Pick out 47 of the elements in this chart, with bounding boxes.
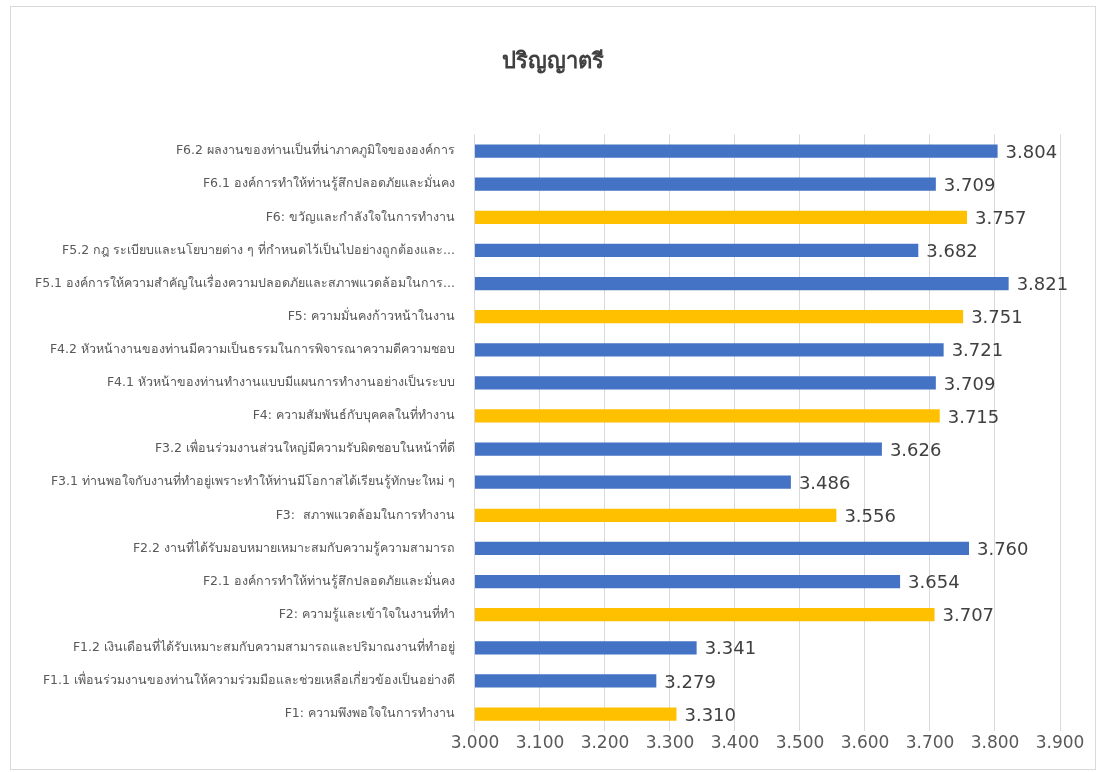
- y-tick-label: F4.2 หัวหน้างานของท่านมีความเป็นธรรมในการพิจารณาความดีความชอบ: [49, 341, 455, 357]
- y-tick-label: F3.2 เพื่อนร่วมงานส่วนใหญ่มีความรับผิดชอบในหน้าที่ดี: [154, 439, 455, 456]
- y-tick-label: F2: ความรู้และเข้าใจในงานที่ทำ: [278, 604, 455, 622]
- data-label: 3.626: [889, 438, 942, 460]
- y-tick-label: F4: ความสัมพันธ์กับบุคคลในที่ทำงาน: [252, 406, 455, 424]
- y-tick-label: F5.2 กฎ ระเบียบและนโยบายต่าง ๆ ที่กำหนดไว้เป็นไปอย่างถูกต้องและ...: [62, 240, 455, 258]
- y-tick-label: F3: สภาพแวดล้อมในการทำงาน: [275, 506, 455, 522]
- data-label: 3.654: [908, 571, 960, 593]
- x-tick-label: 3.700: [905, 732, 955, 753]
- data-label: 3.804: [1005, 140, 1058, 162]
- x-tick-label: 3.800: [970, 732, 1020, 753]
- data-label: 3.751: [971, 306, 1023, 328]
- x-tick-label: 3.400: [710, 732, 760, 753]
- x-tick-label: 3.200: [580, 732, 630, 753]
- data-label: 3.682: [926, 240, 978, 262]
- x-tick-label: 3.500: [775, 732, 825, 753]
- x-tick-label: 3.600: [840, 732, 890, 753]
- y-tick-label: F1.2 เงินเดือนที่ได้รับเหมาะสมกับความสามารถและปริมาณงานที่ทำอยู่: [72, 638, 455, 656]
- x-tick-label: 3.100: [515, 732, 565, 753]
- x-tick-label: 3.000: [450, 732, 500, 753]
- data-label: 3.707: [942, 604, 995, 626]
- y-tick-label: F5.1 องค์การให้ความสำคัญในเรื่องความปลอดภัยและสภาพแวดล้อมในการ...: [34, 273, 455, 290]
- y-tick-label: F6.2 ผลงานของท่านเป็นที่น่าภาคภูมิใจขององค์การ: [175, 141, 455, 159]
- y-tick-label: F6.1 องค์การทำให้ท่านรู้สึกปลอดภัยและมั่นคง: [202, 174, 455, 192]
- data-label: 3.486: [798, 471, 851, 493]
- y-tick-label: F1: ความพึงพอใจในการทำงาน: [284, 705, 455, 721]
- data-label: 3.310: [684, 703, 737, 725]
- data-label: 3.709: [943, 173, 996, 195]
- chart-title: ปริญญาตรี: [501, 47, 605, 76]
- y-tick-label: F5: ความมั่นคงก้าวหน้าในงาน: [287, 306, 455, 323]
- data-label: 3.821: [1016, 273, 1069, 295]
- y-tick-label: F2.2 งานที่ได้รับมอบหมายเหมาะสมกับความรู้ความสามารถ: [132, 538, 455, 556]
- data-label: 3.341: [704, 637, 757, 659]
- data-label: 3.556: [844, 505, 896, 527]
- y-tick-label: F1.1 เพื่อนร่วมงานของท่านให้ความร่วมมือและช่วยเหลือเกี่ยวข้องเป็นอย่างดี: [42, 671, 455, 688]
- data-label: 3.279: [664, 670, 716, 692]
- y-tick-label: F4.1 หัวหน้าของท่านทำงานแบบมีแผนการทำงานอย่างเป็นระบบ: [106, 374, 455, 390]
- data-label: 3.757: [975, 206, 1027, 228]
- x-tick-label: 3.300: [645, 732, 695, 753]
- y-tick-label: F2.1 องค์การทำให้ท่านรู้สึกปลอดภัยและมั่นคง: [202, 571, 455, 589]
- data-label: 3.709: [943, 372, 996, 394]
- y-tick-label: F6: ขวัญและกำลังใจในการทำงาน: [265, 208, 455, 224]
- data-label: 3.760: [976, 538, 1029, 560]
- data-label: 3.721: [951, 339, 1004, 361]
- x-tick-label: 3.900: [1035, 732, 1085, 753]
- y-tick-label: F3.1 ท่านพอใจกับงานที่ทำอยู่เพราะทำให้ท่านมีโอกาสได้เรียนรู้ทักษะใหม่ ๆ: [50, 472, 455, 490]
- data-label: 3.715: [947, 405, 1000, 427]
